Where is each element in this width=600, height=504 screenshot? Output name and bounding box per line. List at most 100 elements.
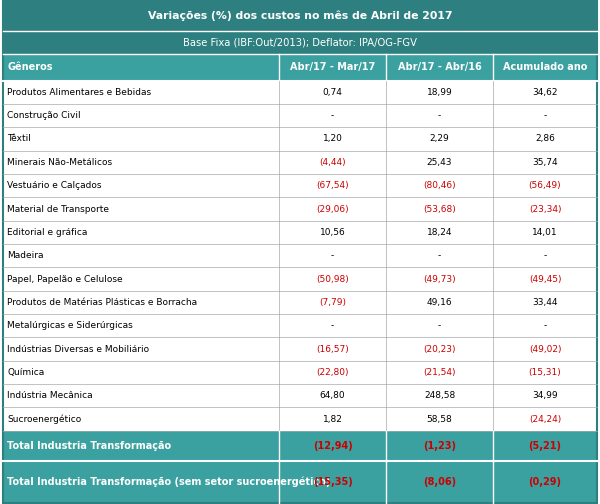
Bar bbox=[386, 54, 493, 81]
Text: (80,46): (80,46) bbox=[423, 181, 456, 190]
Text: (8,06): (8,06) bbox=[423, 477, 456, 487]
Text: (49,02): (49,02) bbox=[529, 345, 561, 354]
Bar bbox=[493, 221, 597, 244]
Bar bbox=[279, 151, 386, 174]
Bar bbox=[279, 407, 386, 431]
Text: -: - bbox=[331, 111, 334, 120]
Text: Produtos de Matérias Plásticas e Borracha: Produtos de Matérias Plásticas e Borrach… bbox=[7, 298, 197, 307]
Text: (24,24): (24,24) bbox=[529, 415, 561, 424]
Bar bbox=[3, 268, 279, 291]
Text: (0,29): (0,29) bbox=[529, 477, 562, 487]
Bar bbox=[493, 198, 597, 221]
Bar bbox=[3, 1, 597, 31]
Bar bbox=[386, 198, 493, 221]
Text: (16,57): (16,57) bbox=[316, 345, 349, 354]
Text: Vestuário e Calçados: Vestuário e Calçados bbox=[7, 181, 102, 190]
Text: 10,56: 10,56 bbox=[320, 228, 346, 237]
Bar bbox=[279, 54, 386, 81]
Bar bbox=[279, 314, 386, 338]
Text: -: - bbox=[438, 251, 441, 260]
Bar bbox=[493, 104, 597, 128]
Bar bbox=[493, 128, 597, 151]
Text: -: - bbox=[438, 111, 441, 120]
Text: Editorial e gráfica: Editorial e gráfica bbox=[7, 228, 88, 237]
Bar bbox=[386, 268, 493, 291]
Bar bbox=[3, 361, 279, 384]
Text: 2,86: 2,86 bbox=[535, 135, 555, 144]
Text: (7,79): (7,79) bbox=[319, 298, 346, 307]
Text: 35,74: 35,74 bbox=[532, 158, 558, 167]
Text: (1,23): (1,23) bbox=[423, 440, 456, 451]
Bar bbox=[493, 461, 597, 503]
Bar bbox=[386, 314, 493, 338]
Text: (23,34): (23,34) bbox=[529, 205, 561, 214]
Text: (15,35): (15,35) bbox=[313, 477, 353, 487]
Bar bbox=[3, 407, 279, 431]
Text: (22,80): (22,80) bbox=[316, 368, 349, 377]
Bar bbox=[493, 431, 597, 461]
Bar bbox=[493, 268, 597, 291]
Text: Indústrias Diversas e Mobiliário: Indústrias Diversas e Mobiliário bbox=[7, 345, 149, 354]
Bar bbox=[3, 128, 279, 151]
Bar bbox=[279, 174, 386, 198]
Bar bbox=[279, 431, 386, 461]
Text: (5,21): (5,21) bbox=[529, 440, 562, 451]
Bar bbox=[3, 431, 279, 461]
Text: -: - bbox=[544, 111, 547, 120]
Text: Abr/17 - Abr/16: Abr/17 - Abr/16 bbox=[398, 62, 481, 73]
Bar bbox=[493, 81, 597, 104]
Bar bbox=[3, 81, 279, 104]
Text: 14,01: 14,01 bbox=[532, 228, 558, 237]
Text: (20,23): (20,23) bbox=[424, 345, 456, 354]
Bar bbox=[386, 244, 493, 268]
Text: Total Industria Transformação: Total Industria Transformação bbox=[7, 440, 172, 451]
Bar bbox=[493, 407, 597, 431]
Bar bbox=[493, 54, 597, 81]
Bar bbox=[386, 384, 493, 407]
Bar bbox=[279, 104, 386, 128]
Bar bbox=[279, 361, 386, 384]
Text: (12,94): (12,94) bbox=[313, 440, 353, 451]
Text: Variações (%) dos custos no mês de Abril de 2017: Variações (%) dos custos no mês de Abril… bbox=[148, 11, 452, 21]
Text: Total Industria Transformação (sem setor sucroenergético): Total Industria Transformação (sem setor… bbox=[7, 476, 331, 487]
Bar bbox=[493, 244, 597, 268]
Text: (49,73): (49,73) bbox=[423, 275, 456, 284]
Text: Indústria Mecânica: Indústria Mecânica bbox=[7, 391, 93, 400]
Bar bbox=[279, 268, 386, 291]
Text: Construção Civil: Construção Civil bbox=[7, 111, 81, 120]
Text: 49,16: 49,16 bbox=[427, 298, 452, 307]
Text: 1,20: 1,20 bbox=[323, 135, 343, 144]
Text: Madeira: Madeira bbox=[7, 251, 44, 260]
Text: 248,58: 248,58 bbox=[424, 391, 455, 400]
Bar bbox=[279, 338, 386, 361]
Bar bbox=[279, 81, 386, 104]
Text: Papel, Papelão e Celulose: Papel, Papelão e Celulose bbox=[7, 275, 123, 284]
Bar bbox=[493, 338, 597, 361]
Text: 64,80: 64,80 bbox=[320, 391, 346, 400]
Bar bbox=[3, 221, 279, 244]
Bar bbox=[386, 104, 493, 128]
Bar bbox=[386, 151, 493, 174]
Text: 18,99: 18,99 bbox=[427, 88, 452, 97]
Bar bbox=[386, 174, 493, 198]
Bar bbox=[386, 128, 493, 151]
Bar bbox=[279, 384, 386, 407]
Bar bbox=[493, 151, 597, 174]
Text: (50,98): (50,98) bbox=[316, 275, 349, 284]
Bar bbox=[3, 31, 597, 54]
Bar bbox=[3, 314, 279, 338]
Bar bbox=[386, 361, 493, 384]
Bar bbox=[386, 407, 493, 431]
Text: Gêneros: Gêneros bbox=[7, 62, 53, 73]
Bar bbox=[3, 291, 279, 314]
Bar bbox=[279, 128, 386, 151]
Text: 34,62: 34,62 bbox=[532, 88, 558, 97]
Bar bbox=[493, 361, 597, 384]
Text: (21,54): (21,54) bbox=[424, 368, 456, 377]
Text: Química: Química bbox=[7, 368, 44, 377]
Text: Minerais Não-Metálicos: Minerais Não-Metálicos bbox=[7, 158, 112, 167]
Text: (67,54): (67,54) bbox=[316, 181, 349, 190]
Text: -: - bbox=[331, 251, 334, 260]
Bar bbox=[3, 104, 279, 128]
Text: -: - bbox=[331, 321, 334, 330]
